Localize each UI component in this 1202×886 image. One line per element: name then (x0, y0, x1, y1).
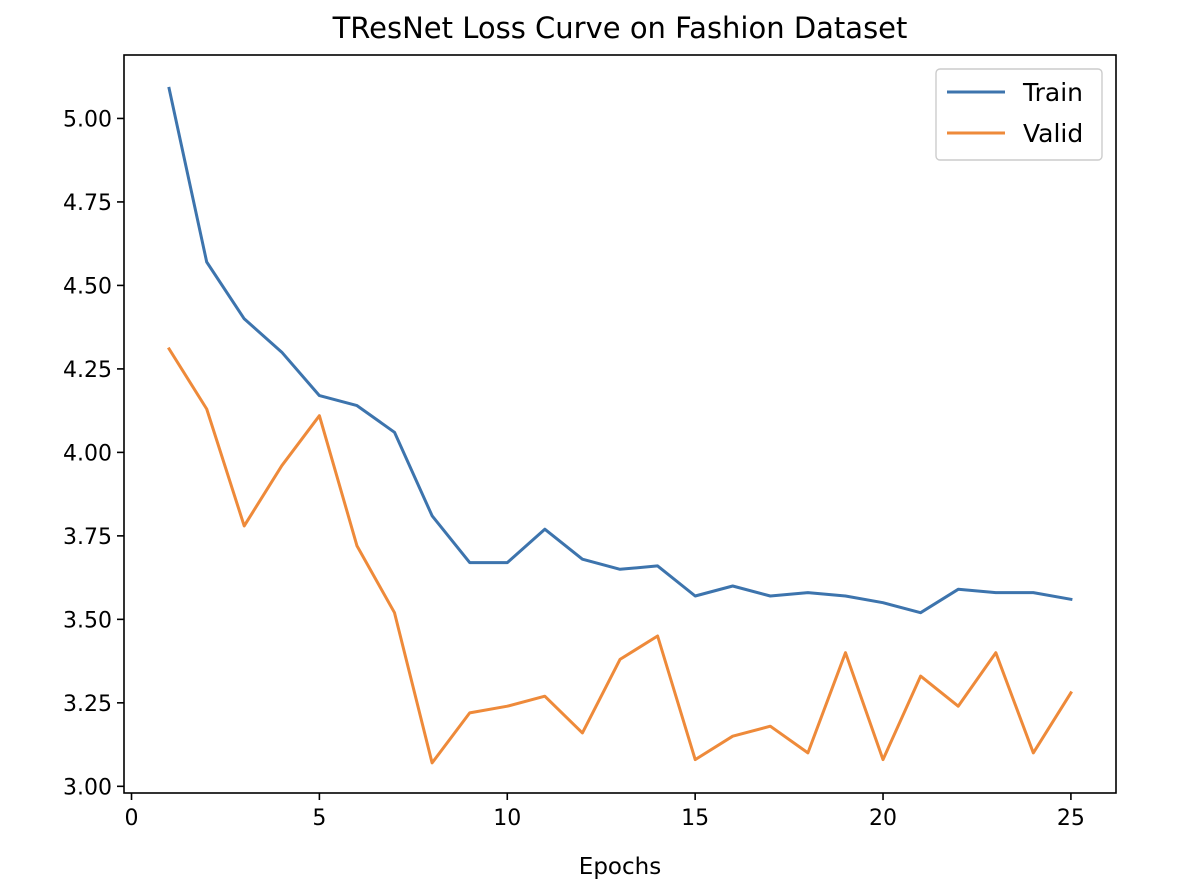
x-tick-label: 5 (312, 806, 326, 831)
x-tick-label: 20 (869, 806, 897, 831)
x-tick-label: 0 (125, 806, 139, 831)
chart-title: TResNet Loss Curve on Fashion Dataset (332, 11, 908, 45)
series-layer (167, 86, 1073, 765)
x-tick-label: 15 (681, 806, 709, 831)
y-tick-label: 3.50 (63, 608, 112, 633)
y-tick-label: 4.50 (63, 274, 112, 299)
series-line-valid (167, 346, 1073, 765)
y-tick-label: 3.75 (63, 525, 112, 550)
y-tick-label: 4.00 (63, 441, 112, 466)
series-line-train (167, 86, 1073, 615)
x-tick-label: 10 (493, 806, 521, 831)
x-axis: 0 5 10 15 20 25 (125, 793, 1085, 831)
y-tick-label: 4.75 (63, 191, 112, 216)
x-axis-label: Epochs (579, 854, 661, 880)
x-tick-label: 25 (1057, 806, 1085, 831)
y-axis: 3.00 3.25 3.50 3.75 4.00 4.25 4.50 4.75 5.00 (63, 107, 124, 800)
y-tick-label: 3.00 (63, 775, 112, 800)
y-tick-label: 3.25 (63, 692, 112, 717)
plot-frame (123, 54, 1117, 794)
legend-label-valid: Valid (1023, 119, 1083, 148)
y-tick-label: 4.25 (63, 358, 112, 383)
legend: Train Valid (935, 68, 1103, 161)
y-tick-label: 5.00 (63, 107, 112, 132)
legend-label-train: Train (1022, 78, 1083, 107)
